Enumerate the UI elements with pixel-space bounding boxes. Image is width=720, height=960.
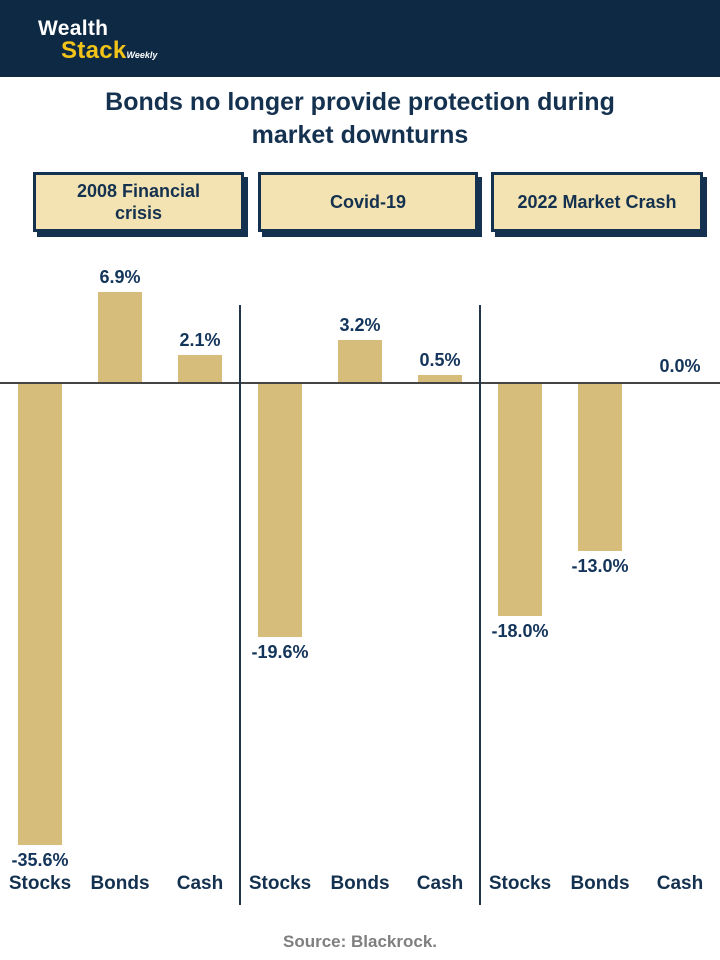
bar-value-label-2: 2.1% (179, 330, 221, 350)
header-bar: Wealth StackWeekly (0, 0, 720, 77)
bar-bonds-7 (578, 384, 622, 551)
bar-stocks-6 (498, 384, 542, 616)
bar-value-label-4: 3.2% (339, 315, 381, 335)
bar-cash-5 (418, 375, 462, 382)
axis-category-label-3: Stocks (248, 873, 312, 894)
bar-value-label-6: -18.0% (491, 621, 549, 641)
page-title: Bonds no longer provide protection durin… (0, 86, 720, 152)
page-title-line1: Bonds no longer provide protection durin… (105, 88, 615, 116)
bar-value-label-8: 0.0% (659, 356, 701, 376)
bar-value-label-1: 6.9% (99, 267, 141, 287)
era-label-2008-crisis: 2008 Financial crisis (33, 172, 244, 232)
group-divider-2 (479, 305, 481, 905)
axis-category-label-0: Stocks (8, 873, 72, 894)
axis-category-label-2: Cash (176, 873, 224, 894)
axis-category-label-6: Stocks (488, 873, 552, 894)
zero-axis-line (0, 382, 720, 384)
bar-value-label-7: -13.0% (571, 556, 629, 576)
bar-value-label-3: -19.6% (251, 642, 309, 662)
source-credit: Source: Blackrock. (282, 932, 437, 951)
axis-category-label-1: Bonds (90, 873, 150, 894)
bar-stocks-3 (258, 384, 302, 637)
bar-value-label-0: -35.6% (11, 850, 69, 870)
axis-category-label-8: Cash (656, 873, 704, 894)
bar-stocks-0 (18, 384, 62, 845)
axis-category-label-7: Bonds (570, 873, 630, 894)
bar-value-label-5: 0.5% (419, 350, 461, 370)
brand-wealth: Wealth (38, 17, 109, 40)
bar-bonds-4 (338, 340, 382, 382)
era-label-2008-crisis-text: 2008 Financial crisis (76, 181, 201, 223)
group-divider-1 (239, 305, 241, 905)
axis-category-label-4: Bonds (330, 873, 390, 894)
era-label-covid19: Covid-19 (258, 172, 478, 232)
era-label-2022-crash-text: 2022 Market Crash (517, 192, 677, 212)
brand-stack-text: Stack (61, 37, 127, 64)
bar-cash-2 (178, 355, 222, 382)
page-title-line2: market downturns (251, 121, 469, 149)
axis-category-label-5: Cash (416, 873, 464, 894)
era-label-2022-crash: 2022 Market Crash (491, 172, 703, 232)
era-label-covid19-text: Covid-19 (329, 192, 407, 212)
brand-weekly: Weekly (126, 50, 158, 60)
brand-stack: StackWeekly (61, 37, 157, 65)
bar-bonds-1 (98, 292, 142, 382)
